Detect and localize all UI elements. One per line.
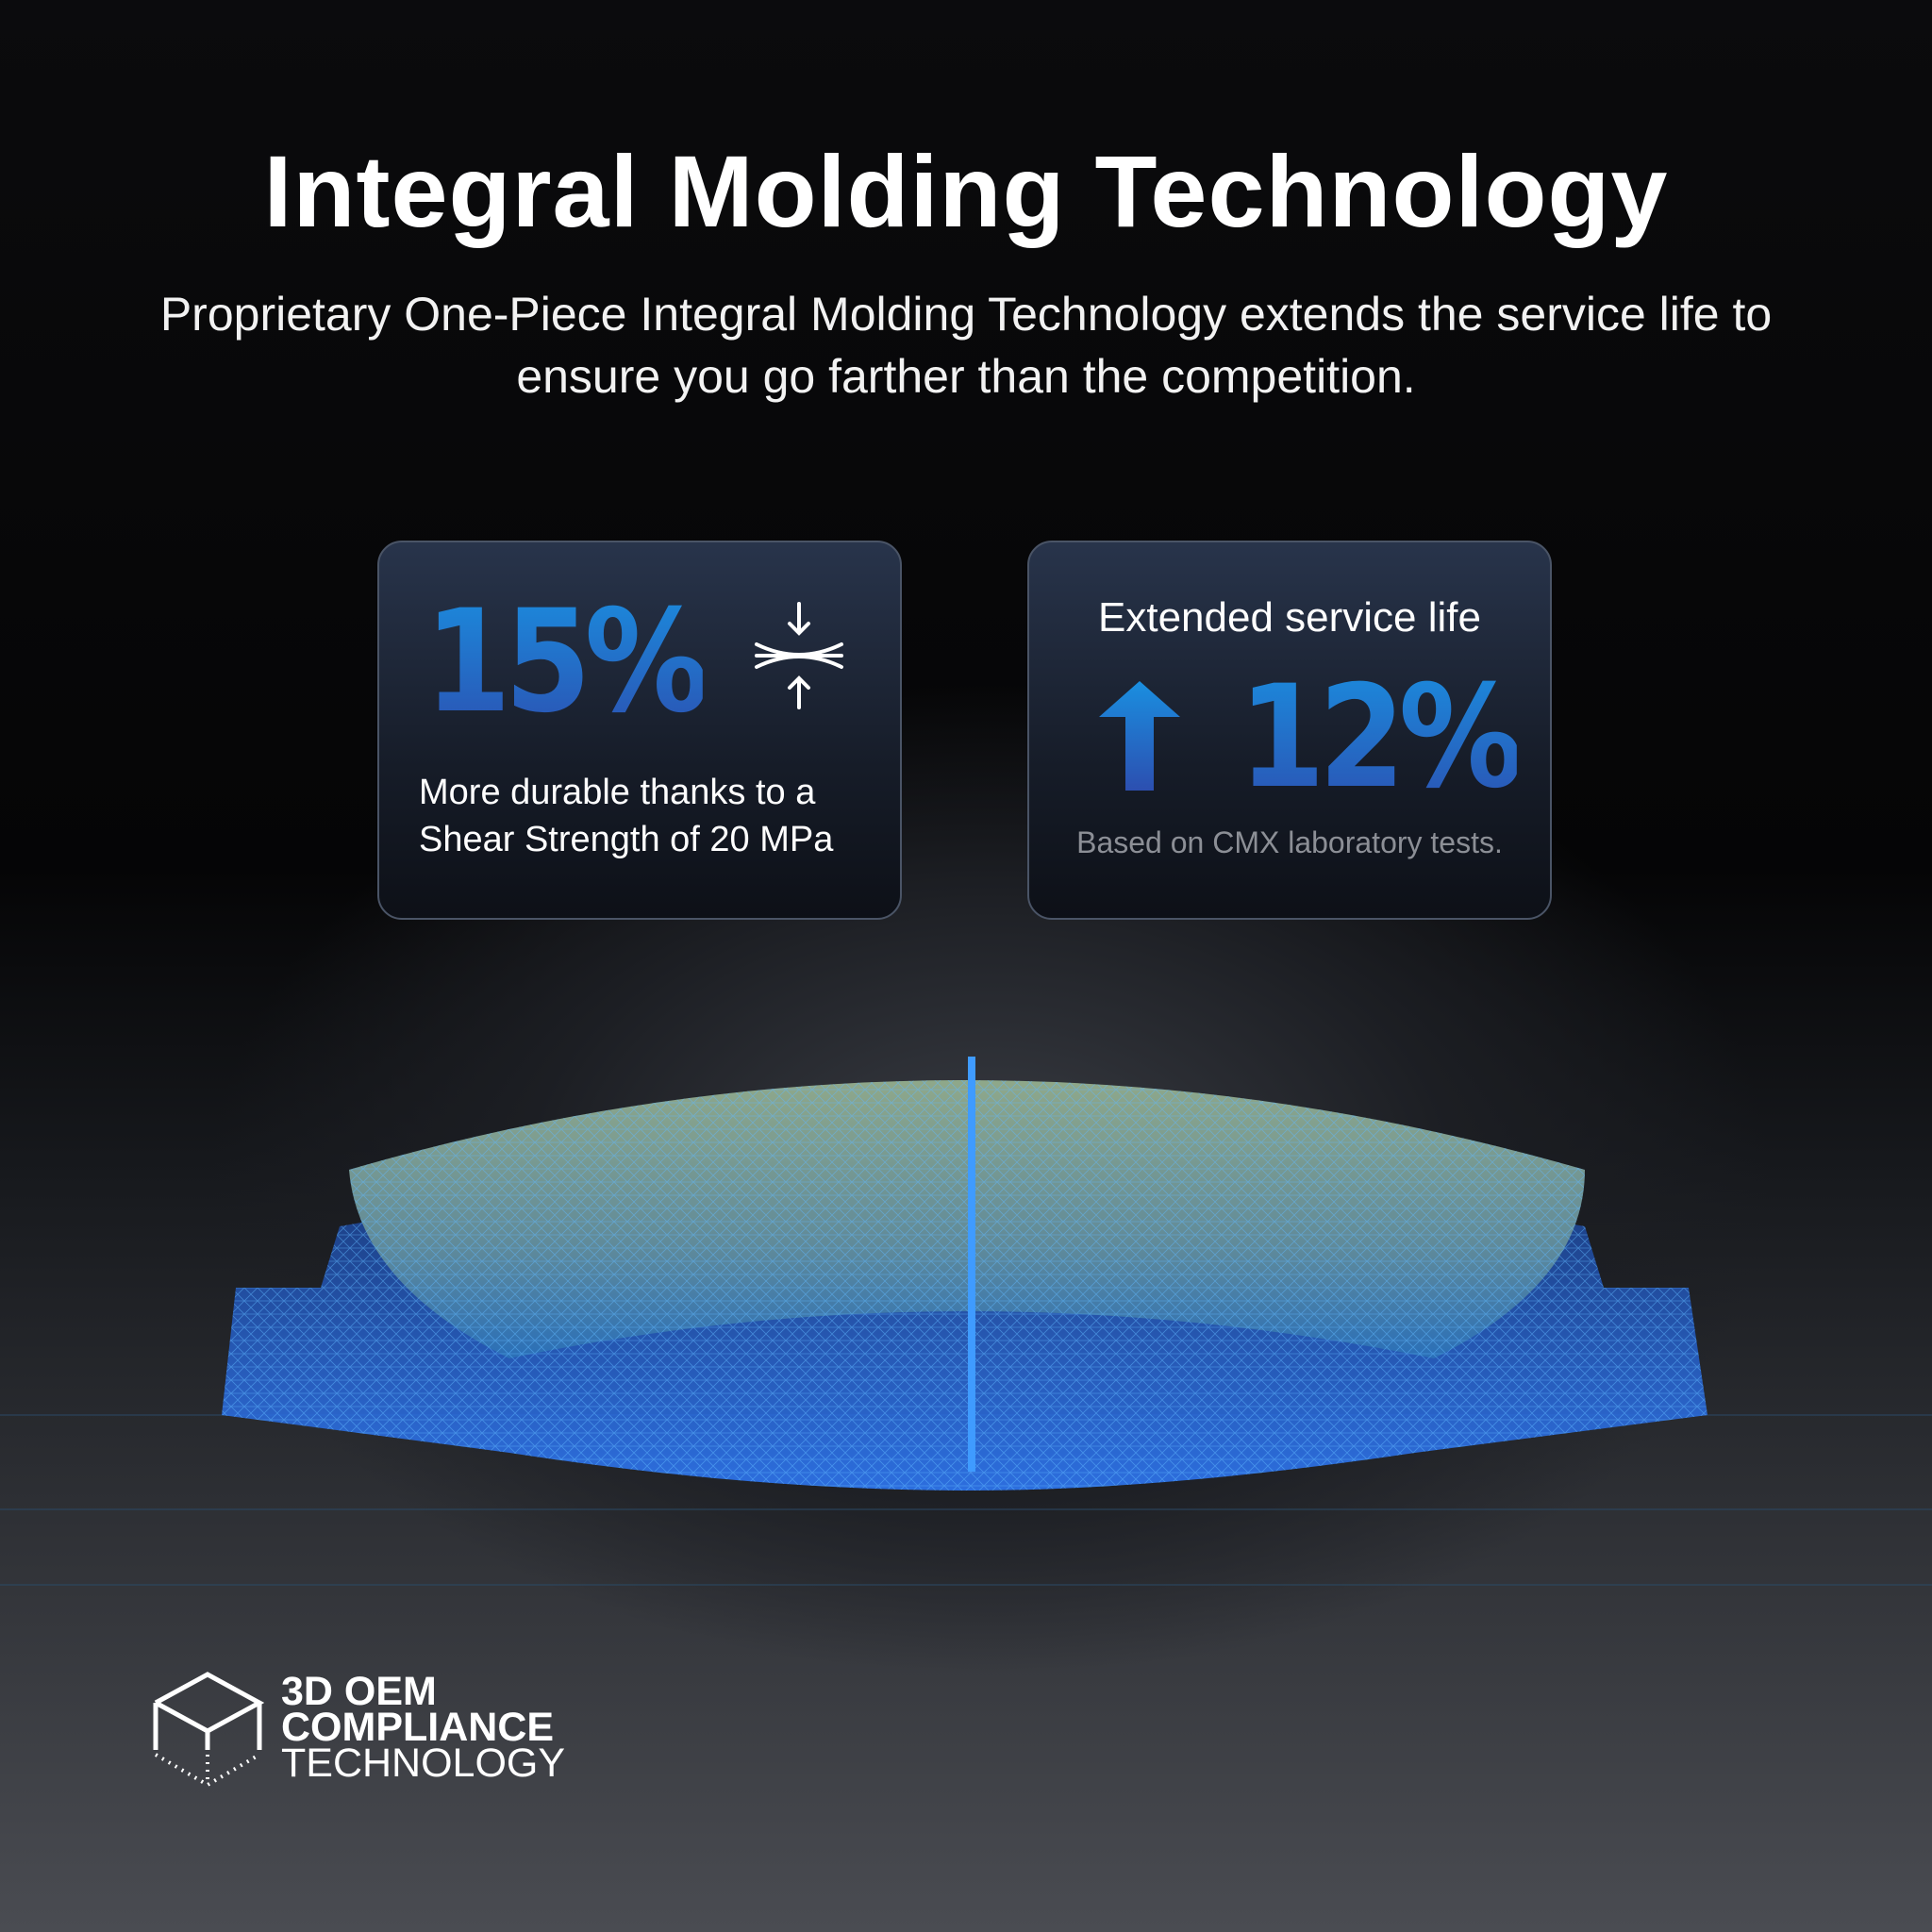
durability-value: 15% bbox=[425, 580, 709, 744]
logo-line: TECHNOLOGY bbox=[281, 1740, 566, 1786]
durability-description: More durable thanks to a Shear Strength … bbox=[419, 769, 833, 863]
service-life-value: 12% bbox=[1239, 656, 1524, 820]
durability-card: 15% More durable thanks to a Shear Stren… bbox=[377, 541, 902, 920]
logo-text: 3D OEM COMPLIANCE TECHNOLOGY bbox=[281, 1669, 566, 1786]
page-subtitle: Proprietary One-Piece Integral Molding T… bbox=[159, 288, 1773, 403]
cube-icon bbox=[153, 1672, 265, 1788]
description-line: More durable thanks to a bbox=[419, 773, 816, 812]
service-life-heading: Extended service life bbox=[1098, 594, 1481, 641]
service-life-card: Extended service life 12% Based on CMX l… bbox=[1027, 541, 1552, 920]
arrow-up-icon bbox=[1099, 681, 1180, 791]
logo-line: COMPLIANCE bbox=[281, 1705, 555, 1750]
compression-arrows-icon bbox=[755, 602, 843, 709]
brake-pad-wireframe bbox=[0, 1057, 1932, 1586]
oem-compliance-logo: 3D OEM COMPLIANCE TECHNOLOGY bbox=[151, 1670, 565, 1797]
logo-line: 3D OEM bbox=[281, 1669, 437, 1714]
page-title: Integral Molding Technology bbox=[263, 134, 1669, 248]
description-line: Shear Strength of 20 MPa bbox=[419, 820, 834, 859]
test-note: Based on CMX laboratory tests. bbox=[1076, 825, 1503, 859]
